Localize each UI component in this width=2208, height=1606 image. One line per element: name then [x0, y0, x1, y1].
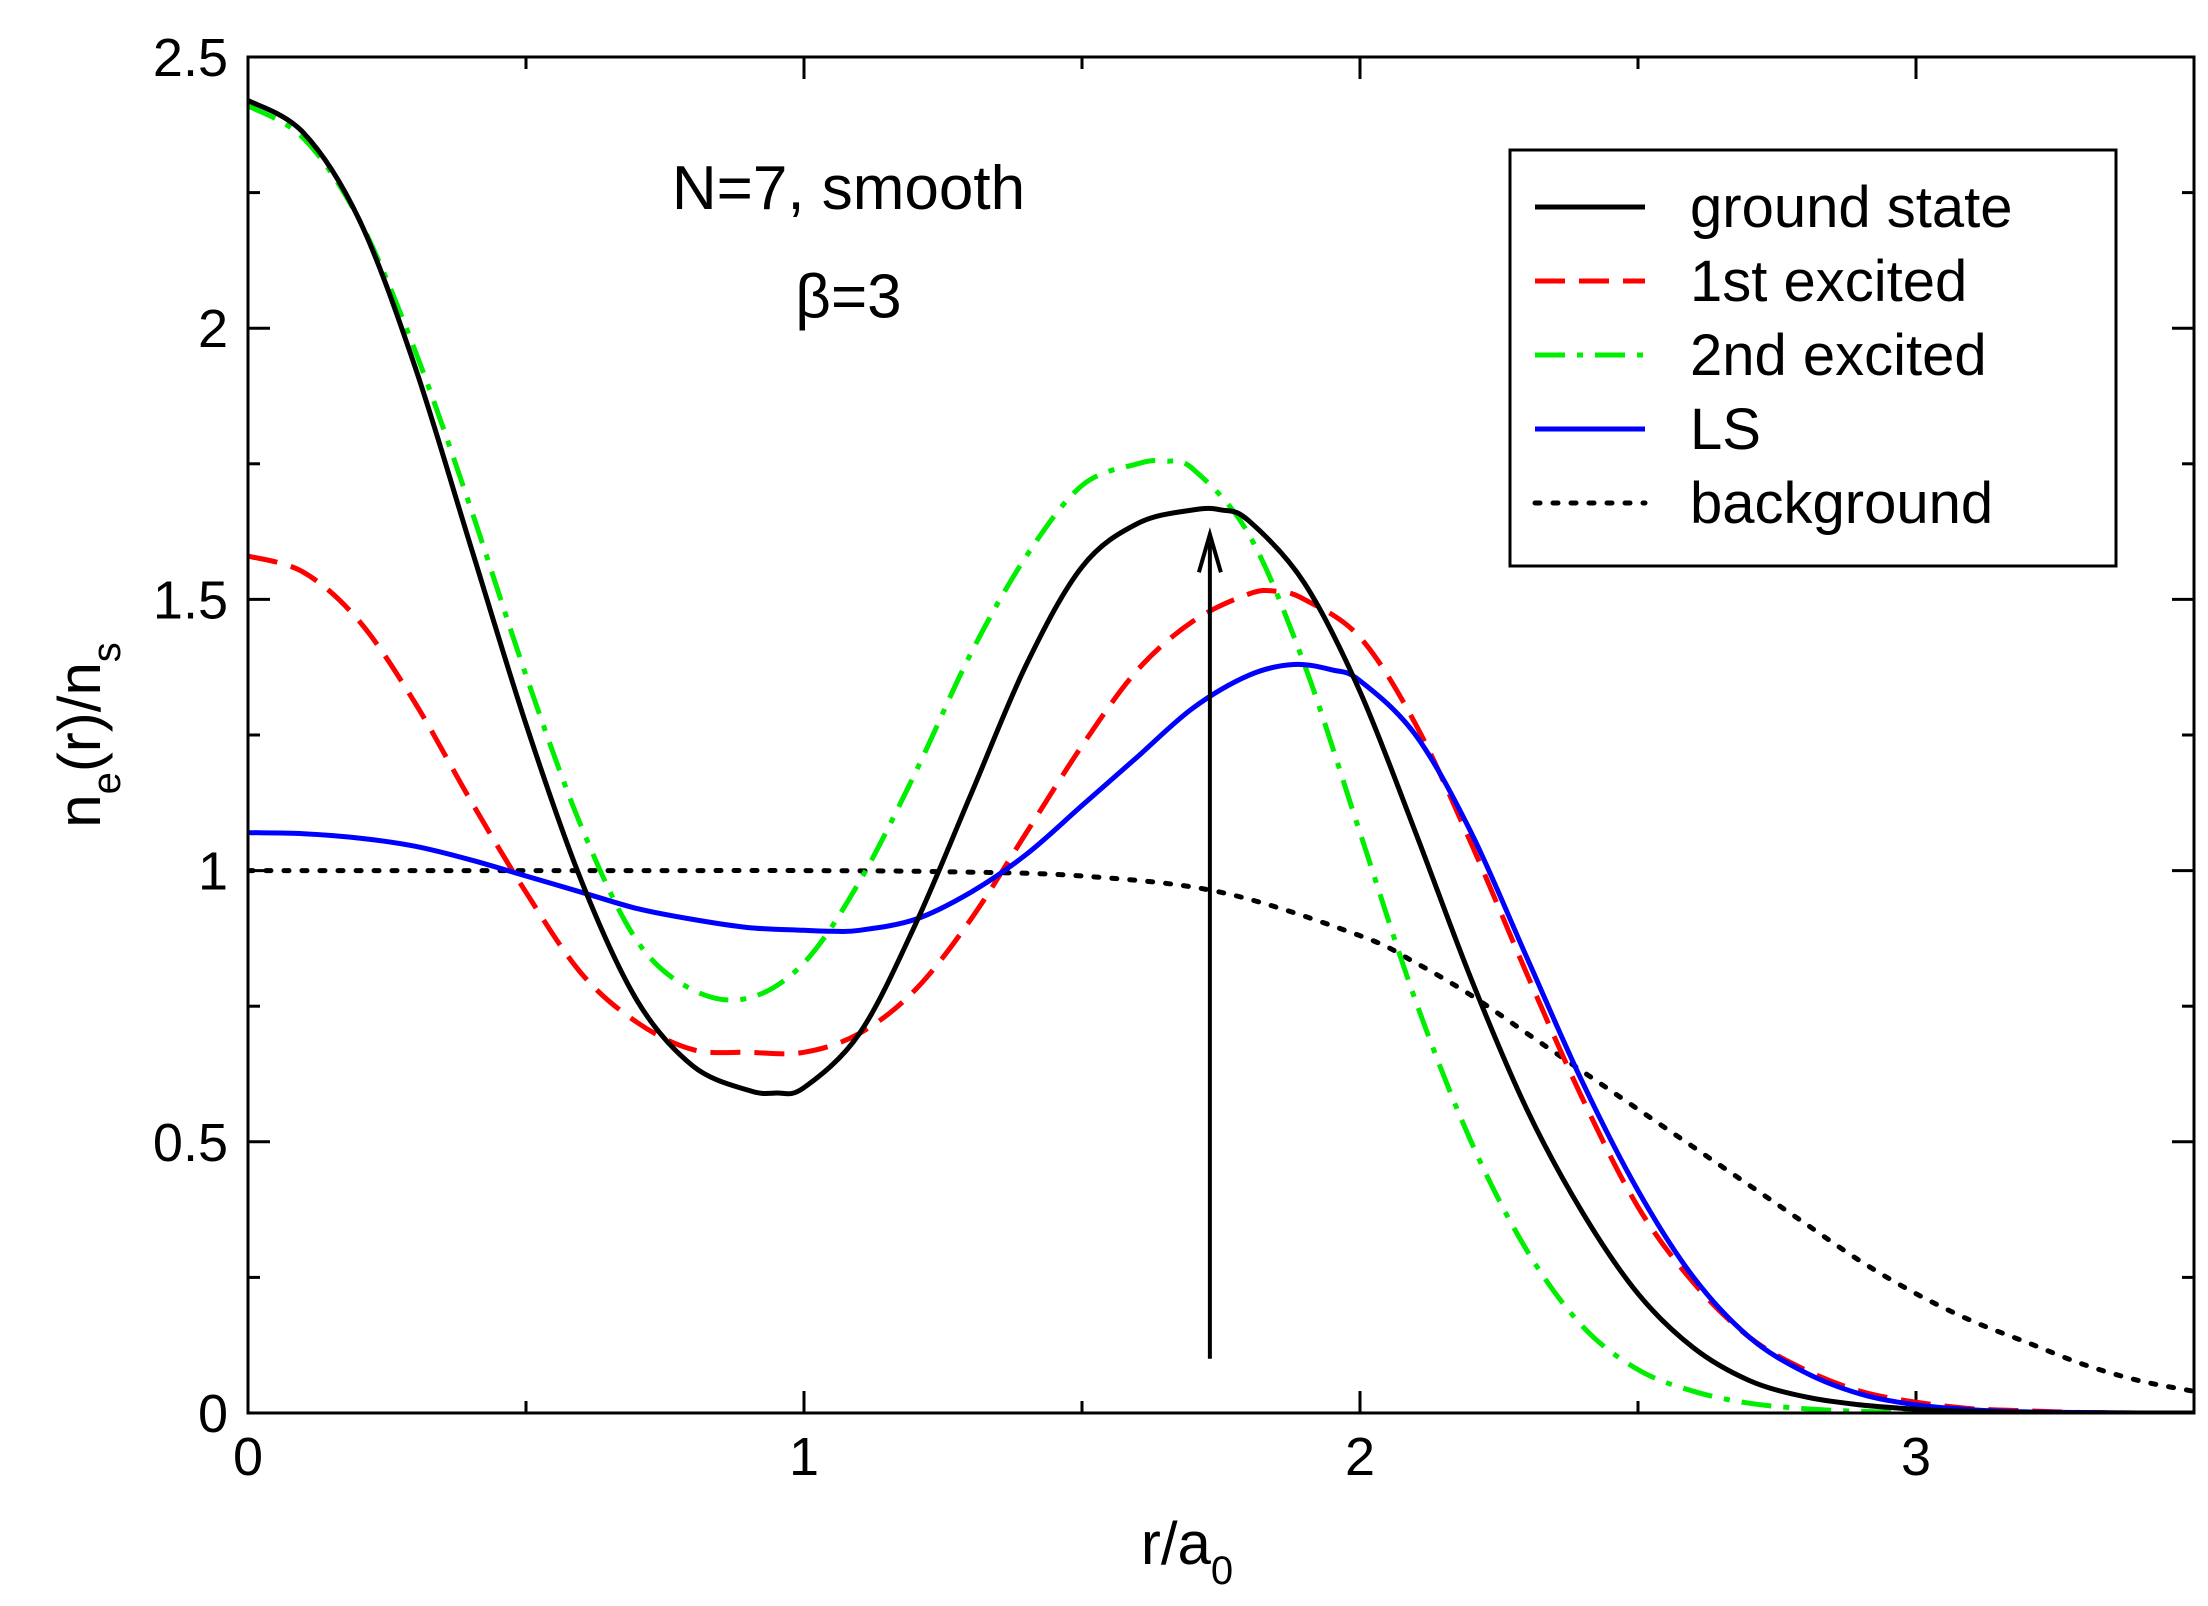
legend-label: 2nd excited — [1690, 323, 1987, 388]
x-tick-labels: 0 1 2 3 — [233, 1427, 1931, 1487]
minor-ticks — [248, 57, 2196, 1413]
legend-label: LS — [1690, 397, 1761, 462]
arrow-layer — [1196, 527, 1223, 1359]
annotation-system: N=7, smooth — [672, 154, 1025, 223]
series-layer — [248, 98, 2194, 1413]
y-tick-label: 0.5 — [153, 1113, 228, 1173]
series-line-background — [248, 868, 2194, 1394]
series-line-1st-excited — [248, 553, 2194, 1413]
x-tick-label: 2 — [1345, 1427, 1375, 1487]
x-tick-label: 1 — [789, 1427, 819, 1487]
y-tick-label: 2.5 — [153, 28, 228, 88]
plot-frame — [246, 55, 2196, 1415]
legend-box — [1508, 148, 2118, 568]
legend: ground state 1st excited 2nd excited LS back… — [1508, 148, 2118, 568]
x-axis-label: r/a0 — [1141, 1510, 1233, 1593]
y-axis-label: ne(r)/ns — [46, 642, 129, 828]
series-line-2nd-excited — [248, 103, 2194, 1413]
annotation-beta: β=3 — [795, 262, 901, 331]
arrow-head — [1196, 527, 1223, 573]
y-tick-label: 1 — [198, 842, 228, 902]
y-tick-label: 0 — [198, 1384, 228, 1444]
y-tick-label: 1.5 — [153, 570, 228, 630]
y-tick-label: 2 — [198, 299, 228, 359]
series-line-ls — [248, 661, 2194, 1413]
series-line-ground-state — [248, 98, 2194, 1413]
legend-label: background — [1690, 471, 1993, 536]
x-tick-label: 3 — [1901, 1427, 1931, 1487]
legend-label: 1st excited — [1690, 249, 1967, 314]
x-tick-label: 0 — [233, 1427, 263, 1487]
y-tick-labels: 0 0.5 1 1.5 2 2.5 — [153, 28, 228, 1444]
legend-label: ground state — [1690, 175, 2012, 240]
